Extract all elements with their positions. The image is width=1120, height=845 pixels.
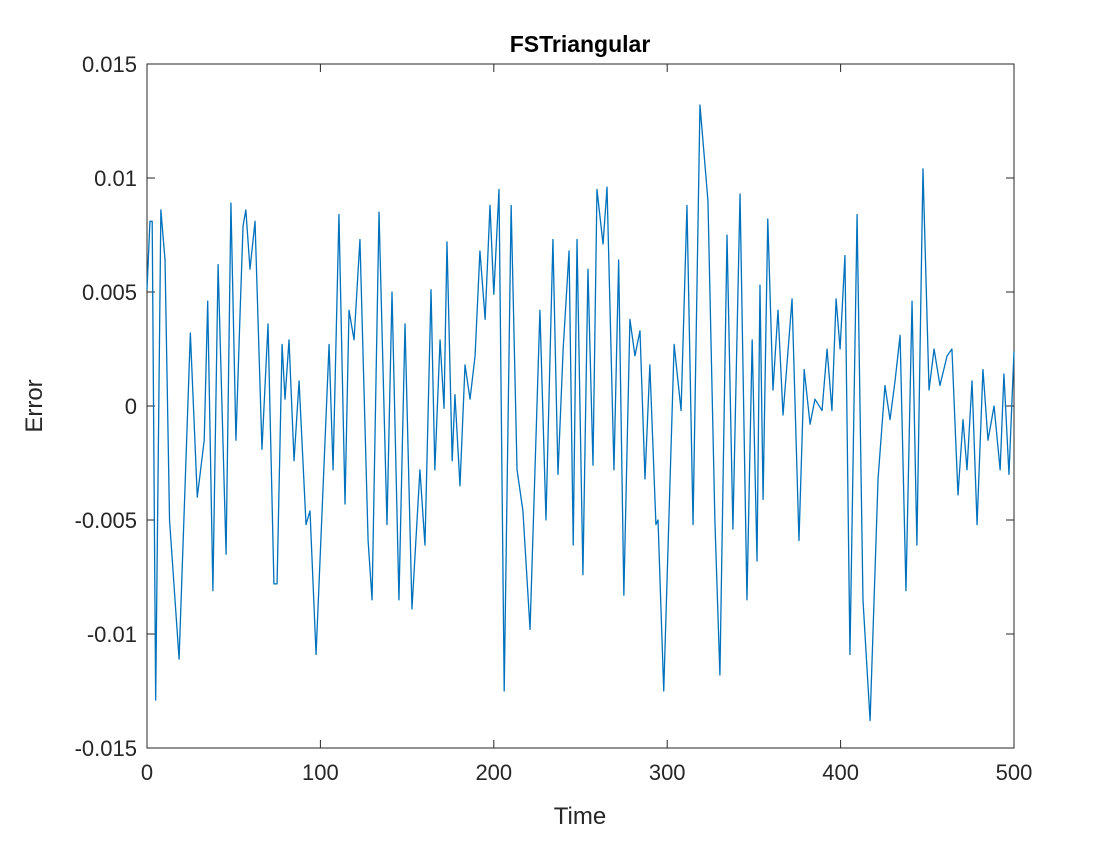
x-tick-label: 500	[996, 760, 1033, 785]
y-tick-label: -0.01	[87, 622, 137, 647]
y-tick-label: -0.005	[75, 508, 137, 533]
chart-title: FSTriangular	[510, 31, 651, 57]
x-axis-label: Time	[554, 803, 606, 830]
x-tick-label: 300	[649, 760, 686, 785]
y-tick-label: 0	[125, 394, 137, 419]
x-tick-label: 100	[302, 760, 339, 785]
x-tick-label: 400	[822, 760, 859, 785]
y-tick-label: 0.01	[94, 166, 137, 191]
y-tick-label: -0.015	[75, 736, 137, 761]
y-axis-label: Error	[21, 379, 48, 432]
data-line	[146, 104, 1015, 722]
x-tick-label: 0	[141, 760, 153, 785]
y-tick-label: 0.015	[82, 52, 137, 77]
x-tick-label: 200	[475, 760, 512, 785]
y-tick-label: 0.005	[82, 280, 137, 305]
